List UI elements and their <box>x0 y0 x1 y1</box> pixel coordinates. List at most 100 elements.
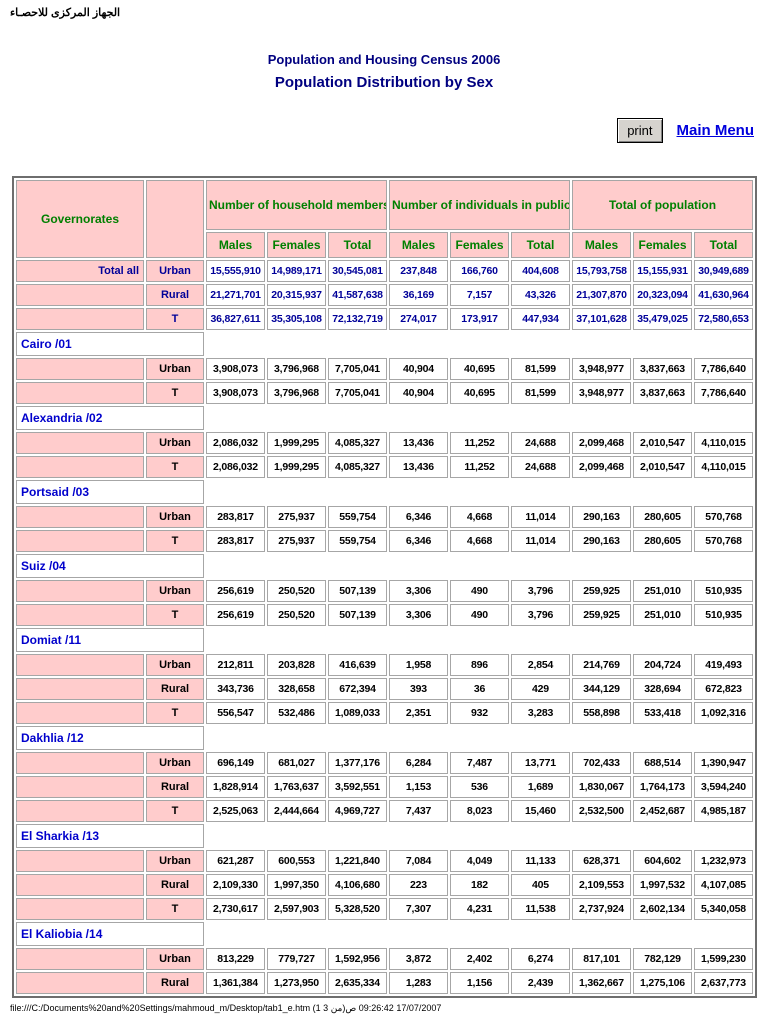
value-cell: 11,014 <box>511 506 570 528</box>
value-cell: 429 <box>511 678 570 700</box>
value-cell: 13,771 <box>511 752 570 774</box>
sub-header: Total <box>328 232 387 258</box>
value-cell: 3,796 <box>511 604 570 626</box>
value-cell: 2,597,903 <box>267 898 326 920</box>
value-cell: 256,619 <box>206 604 265 626</box>
sub-header: Total <box>694 232 753 258</box>
value-cell: 4,107,085 <box>694 874 753 896</box>
value-cell: 1,156 <box>450 972 509 994</box>
value-cell: 7,705,041 <box>328 382 387 404</box>
value-cell: 4,049 <box>450 850 509 872</box>
table-row: Rural 2,109,330 1,997,350 4,106,680 223 182 40… <box>16 874 753 896</box>
row-label-cell <box>16 874 144 896</box>
row-label-cell <box>16 432 144 454</box>
value-cell: 24,688 <box>511 432 570 454</box>
value-cell: 419,493 <box>694 654 753 676</box>
table-row: Rural 1,828,914 1,763,637 3,592,551 1,153 536… <box>16 776 753 798</box>
value-cell: 328,658 <box>267 678 326 700</box>
value-cell: 404,608 <box>511 260 570 282</box>
value-cell: 6,346 <box>389 530 448 552</box>
value-cell: 559,754 <box>328 530 387 552</box>
value-cell: 30,545,081 <box>328 260 387 282</box>
value-cell: 2,402 <box>450 948 509 970</box>
value-cell: 4,668 <box>450 506 509 528</box>
value-cell: 8,023 <box>450 800 509 822</box>
value-cell: 5,340,058 <box>694 898 753 920</box>
value-cell: 2,637,773 <box>694 972 753 994</box>
value-cell: 2,532,500 <box>572 800 631 822</box>
value-cell: 672,823 <box>694 678 753 700</box>
agency-name-arabic: الجهاز المركزى للاحصـاء <box>10 7 121 19</box>
value-cell: 11,133 <box>511 850 570 872</box>
value-cell: 3,908,073 <box>206 358 265 380</box>
value-cell: 490 <box>450 604 509 626</box>
table-row: Rural 21,271,701 20,315,937 41,587,638 36,16… <box>16 284 753 306</box>
value-cell: 1,828,914 <box>206 776 265 798</box>
value-cell: 1,689 <box>511 776 570 798</box>
area-type-cell: T <box>146 604 204 626</box>
value-cell: 536 <box>450 776 509 798</box>
sub-header: Females <box>267 232 326 258</box>
value-cell: 40,695 <box>450 358 509 380</box>
value-cell: 1,830,067 <box>572 776 631 798</box>
row-label-cell: Total all <box>16 260 144 282</box>
main-menu-link[interactable]: Main Menu <box>676 122 755 139</box>
area-type-cell: T <box>146 382 204 404</box>
value-cell: 1,377,176 <box>328 752 387 774</box>
footer-file-path: file:///C:/Documents%20and%20Settings/ma… <box>10 1003 442 1013</box>
row-label-cell <box>16 604 144 626</box>
value-cell: 570,768 <box>694 530 753 552</box>
print-button[interactable]: print <box>617 118 663 143</box>
governorate-name-row: El Kaliobia /14 <box>16 922 753 946</box>
value-cell: 932 <box>450 702 509 724</box>
table-row: Urban 813,229 779,727 1,592,956 3,872 2,402 6,… <box>16 948 753 970</box>
value-cell: 507,139 <box>328 604 387 626</box>
value-cell: 7,307 <box>389 898 448 920</box>
row-label-cell <box>16 776 144 798</box>
area-type-cell: T <box>146 702 204 724</box>
value-cell: 36 <box>450 678 509 700</box>
table-row: T 2,525,063 2,444,664 4,969,727 7,437 8,023 15… <box>16 800 753 822</box>
value-cell: 35,479,025 <box>633 308 692 330</box>
row-label-cell <box>16 972 144 994</box>
governorate-name-row: Suiz /04 <box>16 554 753 578</box>
row-label-cell <box>16 456 144 478</box>
row-label-cell <box>16 702 144 724</box>
value-cell: 173,917 <box>450 308 509 330</box>
governorate-name-row: El Sharkia /13 <box>16 824 753 848</box>
value-cell: 558,898 <box>572 702 631 724</box>
census-table: Governorates Number of household members N… <box>12 176 757 998</box>
value-cell: 343,736 <box>206 678 265 700</box>
governorate-name-row: Portsaid /03 <box>16 480 753 504</box>
value-cell: 2,444,664 <box>267 800 326 822</box>
value-cell: 3,306 <box>389 580 448 602</box>
value-cell: 3,306 <box>389 604 448 626</box>
area-type-cell: Rural <box>146 972 204 994</box>
value-cell: 11,538 <box>511 898 570 920</box>
sub-header: Females <box>450 232 509 258</box>
value-cell: 4,085,327 <box>328 456 387 478</box>
value-cell: 1,232,973 <box>694 850 753 872</box>
value-cell: 4,106,680 <box>328 874 387 896</box>
table-row: Total all Urban 15,555,910 14,989,171 30,545… <box>16 260 753 282</box>
value-cell: 1,089,033 <box>328 702 387 724</box>
area-type-cell: Urban <box>146 752 204 774</box>
value-cell: 20,315,937 <box>267 284 326 306</box>
value-cell: 600,553 <box>267 850 326 872</box>
value-cell: 35,305,108 <box>267 308 326 330</box>
table-row: Rural 343,736 328,658 672,394 393 36 429 344,12… <box>16 678 753 700</box>
value-cell: 507,139 <box>328 580 387 602</box>
value-cell: 41,630,964 <box>694 284 753 306</box>
value-cell: 11,014 <box>511 530 570 552</box>
value-cell: 3,592,551 <box>328 776 387 798</box>
value-cell: 510,935 <box>694 580 753 602</box>
value-cell: 37,101,628 <box>572 308 631 330</box>
table-row: Urban 3,908,073 3,796,968 7,705,041 40,904 40… <box>16 358 753 380</box>
table-row: Urban 283,817 275,937 559,754 6,346 4,668 11,0… <box>16 506 753 528</box>
value-cell: 30,949,689 <box>694 260 753 282</box>
column-group-header: Number of household members <box>206 180 387 230</box>
value-cell: 15,555,910 <box>206 260 265 282</box>
value-cell: 2,109,553 <box>572 874 631 896</box>
row-label-cell <box>16 800 144 822</box>
value-cell: 280,605 <box>633 506 692 528</box>
